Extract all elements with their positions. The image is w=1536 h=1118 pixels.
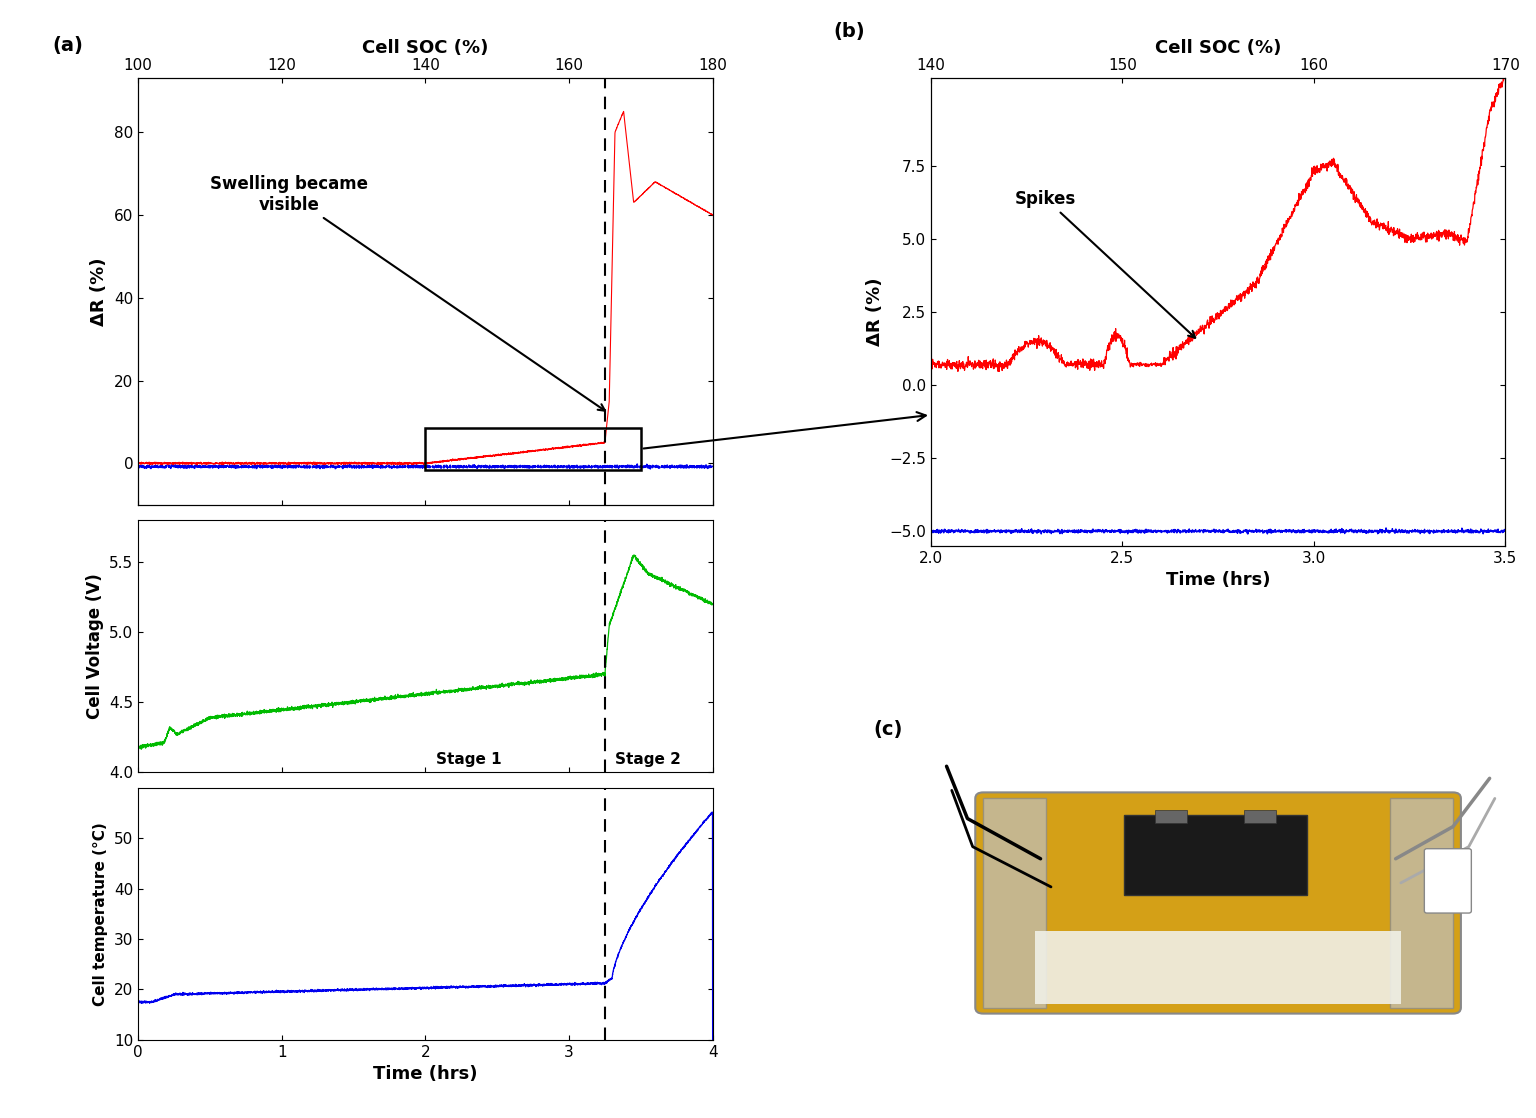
Y-axis label: ΔR (%): ΔR (%) [866, 277, 883, 347]
Text: (b): (b) [833, 22, 865, 41]
Text: Swelling became
visible: Swelling became visible [210, 174, 605, 410]
Bar [983, 798, 1046, 1007]
Text: Stage 2: Stage 2 [614, 751, 680, 767]
FancyBboxPatch shape [1424, 849, 1471, 913]
Bar [1244, 811, 1275, 823]
Text: (c): (c) [874, 720, 903, 739]
Text: Stage 1: Stage 1 [436, 751, 501, 767]
Text: (a): (a) [52, 36, 83, 55]
Y-axis label: Cell temperature (°C): Cell temperature (°C) [94, 822, 109, 1005]
X-axis label: Cell SOC (%): Cell SOC (%) [1155, 39, 1281, 57]
Bar [1035, 931, 1401, 1004]
X-axis label: Cell SOC (%): Cell SOC (%) [362, 39, 488, 57]
FancyBboxPatch shape [975, 793, 1461, 1014]
Y-axis label: ΔR (%): ΔR (%) [91, 257, 109, 325]
Text: Spikes: Spikes [1015, 190, 1195, 338]
X-axis label: Time (hrs): Time (hrs) [1166, 571, 1270, 589]
Y-axis label: Cell Voltage (V): Cell Voltage (V) [86, 574, 104, 719]
X-axis label: Time (hrs): Time (hrs) [373, 1065, 478, 1083]
Bar [425, 428, 641, 470]
Bar [1390, 798, 1453, 1007]
Bar [1155, 811, 1187, 823]
Bar [1124, 815, 1307, 894]
